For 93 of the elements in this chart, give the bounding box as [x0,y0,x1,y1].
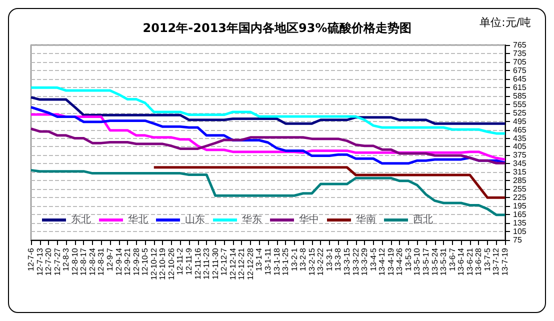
x-tick-label: 12-8-17 [79,247,88,276]
y-tick-label: 315 [513,168,527,177]
y-tick-label: 255 [513,184,527,194]
x-tick-label: 13-7-19 [500,247,510,276]
line-series [152,166,506,199]
legend-label: 华中 [299,214,319,226]
x-tick-label: 13-5-3 [404,247,413,272]
legend-label: 山东 [185,214,205,226]
x-tick-label: 13-3-29 [360,247,370,276]
y-tick-label: 555 [513,100,527,109]
x-tick-label: 13-1-18 [272,247,282,276]
line-series [30,127,506,164]
line-series [30,96,506,125]
x-tick-label: 12-8-10 [70,247,80,276]
x-tick-label: 12-7-13 [35,247,44,276]
y-tick-label: 735 [513,48,527,58]
x-tick-label: 12-12-14 [228,247,238,280]
x-tick-label: 12-10-19 [158,247,168,280]
x-tick-label: 12-11-30 [210,247,220,280]
x-tick-label: 12-12-7 [220,247,229,276]
x-tick-label: 12-7-27 [52,247,62,276]
y-tick-label: 285 [513,176,527,186]
text: 单位:元/吨 [480,16,532,29]
x-tick-label: 13-5-24 [430,247,440,276]
x-tick-label: 13-3-22 [351,247,360,276]
x-tick-label: 12-7-20 [44,247,54,276]
x-tick-label: 13-4-12 [378,247,387,276]
line-series [30,86,506,135]
y-tick-label: 705 [513,57,527,66]
x-tick-label: 12-9-21 [123,247,132,276]
y-tick-label: 645 [513,74,527,84]
y-tick-label: 675 [513,66,527,75]
y-tick-label: 375 [513,150,527,160]
legend-label: 华北 [128,214,148,226]
x-tick-label: 13-7-5 [482,247,492,272]
x-tick-label: 13-3-1 [324,247,334,272]
y-tick-label: 135 [513,218,527,228]
y-tick-label: 225 [513,193,527,202]
x-tick-label: 13-4-26 [395,247,404,276]
x-tick-label: 12-10-5 [140,247,150,276]
x-tick-label: 13-2-1 [290,247,299,272]
y-tick-label: 615 [513,82,527,92]
x-tick-label: 13-1-4 [254,247,264,272]
x-tick-label: 13-4-5 [368,247,378,272]
x-tick-label: 13-4-19 [386,247,396,276]
y-tick-label: 405 [513,142,527,152]
legend-label: 西北 [413,214,433,226]
x-tick-label: 12-9-7 [106,247,114,272]
legend-label: 华南 [356,214,376,226]
line-series [30,106,506,165]
x-tick-label: 12-12-28 [246,247,255,280]
x-tick-label: 13-3-8 [334,247,343,272]
x-tick-label: 13-6-7 [448,247,457,272]
chart-title: 2012年-2013年国内各地区93%硫酸价格走势图 [142,21,412,35]
x-tick-label: 13-1-11 [264,247,272,275]
y-tick-label: 495 [513,116,527,126]
x-tick-label: 13-7-12 [492,247,501,276]
x-tick-label: 12-11-9 [184,247,194,275]
x-tick-label: 13-5-10 [412,247,422,276]
x-tick-label: 12-9-28 [132,247,141,276]
x-tick-label: 12-7-6 [26,247,36,272]
x-tick-label: 13-1-25 [281,247,290,276]
x-tick-label: 13-2-15 [307,247,316,276]
x-tick-label: 13-2-22 [316,247,326,276]
y-tick-label: 435 [513,134,527,143]
x-tick-label: 13-6-14 [456,247,466,276]
x-tick-label: 12-8-24 [88,247,97,276]
x-tick-label: 12-11-16 [193,247,202,280]
x-tick-label: 13-5-17 [422,247,430,276]
x-tick-label: 12-12-21 [237,247,246,280]
y-tick-label: 345 [513,159,527,168]
x-tick-label: 12-11-2 [176,247,185,275]
x-tick-label: 12-10-26 [166,247,176,280]
x-tick-label: 13-5-31 [439,247,448,276]
legend-label: 华东 [242,214,262,226]
x-tick-label: 13-6-21 [465,247,474,276]
y-tick-label: 75 [513,236,522,244]
x-tick-label: 12-11-23 [202,247,212,280]
y-tick-label: 105 [513,227,527,236]
x-tick-label: 13-6-28 [474,247,484,276]
y-tick-label: 165 [513,210,527,220]
y-tick-label: 525 [513,108,527,118]
x-tick-label: 12-8-3 [62,247,71,272]
x-tick-label: 12-8-31 [96,247,106,276]
x-tick-label: 13-3-15 [342,247,352,276]
x-tick-label: 12-10-12 [149,247,158,280]
y-tick-label: 195 [513,202,527,211]
x-tick-label: 12-9-14 [114,247,124,276]
legend-label: 东北 [71,214,91,226]
y-tick-label: 765 [513,40,527,50]
y-tick-label: 585 [513,91,527,100]
y-tick-label: 465 [513,125,527,134]
x-tick-label: 13-2-8 [298,247,308,272]
